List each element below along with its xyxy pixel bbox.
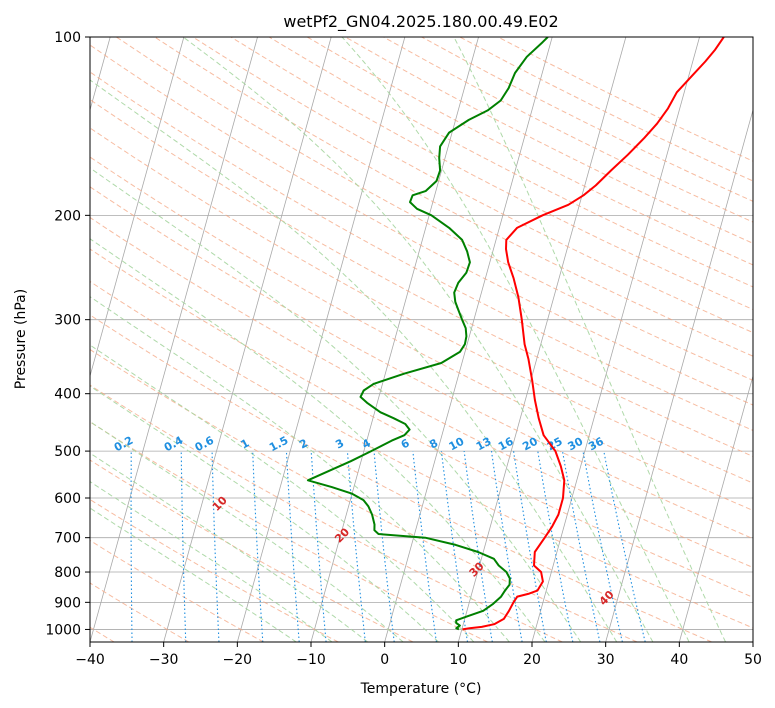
- mixing-ratio-line: [412, 451, 437, 642]
- moist-adiabat-line: [341, 37, 690, 642]
- dry-adiabat-line: [90, 421, 488, 642]
- dry-adiabat-line: [90, 459, 414, 642]
- isotherm-grid: [90, 37, 753, 642]
- y-tick-label: 100: [54, 30, 81, 46]
- dry-adiabat-line: [116, 37, 753, 381]
- y-tick-label: 400: [54, 387, 81, 403]
- dry-adiabats: [90, 37, 753, 642]
- mixing-ratio-label: 13: [474, 435, 494, 454]
- dry-adiabat-line: [192, 37, 753, 334]
- dry-adiabat-line: [268, 37, 753, 288]
- dry-adiabat-line: [90, 384, 563, 642]
- x-tick-label: −10: [296, 652, 326, 668]
- dry-adiabat-line: [90, 348, 638, 642]
- moist-adiabats: [90, 37, 727, 642]
- plot-area: 0.10.20.40.611.52346810131620253036-100-…: [80, 37, 753, 642]
- y-tick-label: 700: [54, 531, 81, 547]
- dewpoint-line: [306, 37, 549, 631]
- mixing-ratio-line: [373, 451, 395, 642]
- moist-adiabat-line: [90, 296, 510, 642]
- mixing-ratio-line: [440, 451, 469, 642]
- x-tick-label: 10: [449, 652, 467, 668]
- moist-adiabat-line: [90, 238, 546, 642]
- dry-adiabat-line: [90, 280, 753, 629]
- mixing-ratio-label: 10: [447, 435, 467, 454]
- moist-adiabat-line: [90, 344, 475, 642]
- x-tick-label: 20: [523, 652, 541, 668]
- y-axis-label: Pressure (hPa): [13, 289, 29, 389]
- isotherm-line: [678, 374, 753, 642]
- moist-adiabat-line: [90, 420, 404, 642]
- isotherm-line: [163, 37, 332, 642]
- sounding-traces: [306, 37, 725, 631]
- isotherm-line: [531, 37, 700, 642]
- moist-adiabat-line: [90, 507, 297, 642]
- dry-adiabat-line: [90, 127, 753, 484]
- dry-adiabat-label: 0: [80, 454, 95, 469]
- mixing-ratio-label: 16: [496, 435, 516, 454]
- dry-adiabat-line: [90, 582, 190, 642]
- mixing-ratio-label: 36: [586, 435, 606, 454]
- dry-adiabat-line: [154, 37, 753, 357]
- isotherm-line: [236, 37, 406, 642]
- moist-adiabat-line: [90, 167, 582, 642]
- moist-adiabat-line: [90, 452, 368, 642]
- dry-adiabat-line: [230, 37, 753, 311]
- moist-adiabat-line: [90, 481, 333, 642]
- dry-adiabat-line: [90, 498, 339, 642]
- x-tick-label: 40: [670, 652, 688, 668]
- x-tick-label: −20: [223, 652, 253, 668]
- mixing-ratio-label: 25: [545, 435, 565, 454]
- y-tick-label: 300: [54, 313, 81, 329]
- temperature-line: [462, 37, 725, 631]
- mixing-ratio-line: [537, 451, 574, 642]
- isotherm-line: [90, 37, 258, 642]
- chart-title: wetPf2_GN04.2025.180.00.49.E02: [283, 12, 558, 32]
- mixing-ratio-line: [603, 450, 646, 642]
- moist-adiabat-line: [90, 385, 439, 642]
- dry-adiabat-line: [90, 156, 753, 512]
- x-tick-label: −30: [149, 652, 179, 668]
- dry-adiabat-line: [90, 216, 753, 569]
- x-tick-label: 0: [380, 652, 389, 668]
- x-tick-label: 50: [744, 652, 762, 668]
- y-tick-label: 1000: [45, 622, 81, 638]
- dry-adiabat-line: [90, 186, 753, 540]
- mixing-ratio-line: [463, 451, 493, 642]
- isotherm-line: [384, 37, 553, 642]
- y-tick-label: 500: [54, 444, 81, 460]
- dry-adiabat-line: [90, 314, 712, 642]
- mixing-ratio-lines: [130, 450, 646, 642]
- mixing-ratio-line: [310, 451, 327, 642]
- x-tick-label: 30: [597, 652, 615, 668]
- x-tick-label: −40: [75, 652, 105, 668]
- x-axis-label: Temperature (°C): [360, 681, 482, 697]
- moist-adiabat-line: [453, 37, 727, 642]
- moist-adiabat-line: [90, 79, 618, 642]
- isotherm-line: [457, 37, 627, 642]
- isotherm-line: [90, 37, 185, 378]
- y-tick-label: 900: [54, 595, 81, 611]
- mixing-ratio-label: 30: [566, 435, 586, 454]
- y-axis-ticks: 100 200 300 400 500 600 700 800 900 1000: [45, 30, 90, 638]
- isotherm-line: [605, 108, 753, 642]
- mixing-ratio-line: [346, 451, 366, 642]
- x-axis-ticks: −40 −30 −20 −10 0 10 20 30 40 50: [75, 642, 762, 668]
- mixing-ratio-line: [582, 451, 623, 642]
- y-tick-label: 800: [54, 565, 81, 581]
- mixing-ratio-line: [561, 451, 601, 642]
- mixing-ratio-label: 20: [520, 435, 540, 454]
- moist-adiabat-line: [182, 37, 654, 642]
- y-tick-label: 200: [54, 208, 81, 224]
- y-tick-label: 600: [54, 491, 81, 507]
- plot-frame: [89, 36, 754, 643]
